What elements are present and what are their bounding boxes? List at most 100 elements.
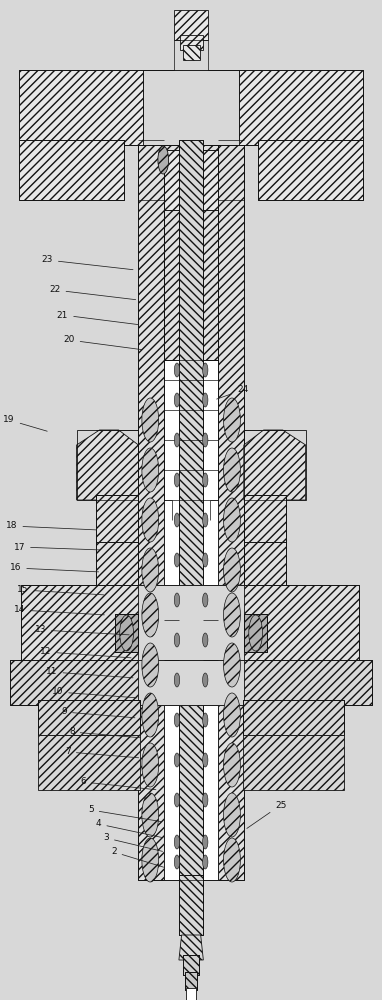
- Circle shape: [223, 593, 240, 637]
- Text: 5: 5: [88, 806, 161, 822]
- Bar: [115, 614, 138, 652]
- Circle shape: [120, 615, 133, 651]
- Bar: [174, 10, 208, 40]
- Bar: [21, 585, 359, 665]
- Text: 7: 7: [65, 748, 139, 758]
- Text: 17: 17: [14, 542, 100, 552]
- Circle shape: [174, 673, 180, 687]
- Circle shape: [142, 448, 159, 492]
- Bar: [143, 70, 239, 145]
- Bar: [19, 140, 124, 200]
- Bar: [164, 150, 179, 210]
- Circle shape: [174, 433, 180, 447]
- Bar: [164, 145, 179, 360]
- Bar: [179, 140, 203, 885]
- Circle shape: [223, 838, 240, 882]
- Bar: [185, 972, 197, 990]
- Circle shape: [142, 838, 159, 882]
- Circle shape: [223, 548, 240, 592]
- Bar: [96, 495, 138, 545]
- Bar: [244, 430, 306, 500]
- Text: 23: 23: [42, 255, 133, 270]
- Circle shape: [174, 553, 180, 567]
- Circle shape: [223, 643, 240, 687]
- Circle shape: [202, 793, 208, 807]
- Bar: [179, 140, 203, 885]
- Circle shape: [174, 363, 180, 377]
- Text: 13: 13: [34, 626, 129, 635]
- Bar: [243, 700, 344, 735]
- Circle shape: [223, 693, 240, 737]
- Bar: [203, 145, 218, 360]
- Bar: [179, 875, 203, 935]
- Circle shape: [249, 615, 262, 651]
- Bar: [115, 614, 138, 652]
- Bar: [244, 614, 267, 652]
- Circle shape: [223, 743, 240, 787]
- Bar: [164, 150, 179, 210]
- Bar: [183, 955, 199, 975]
- Bar: [164, 145, 218, 880]
- Bar: [77, 430, 138, 500]
- Circle shape: [174, 393, 180, 407]
- Circle shape: [174, 793, 180, 807]
- Text: 16: 16: [10, 564, 99, 572]
- Text: 21: 21: [57, 310, 139, 325]
- Circle shape: [202, 835, 208, 849]
- Bar: [218, 145, 244, 880]
- Bar: [218, 145, 244, 880]
- Bar: [19, 140, 124, 200]
- Circle shape: [223, 498, 240, 542]
- Circle shape: [202, 593, 208, 607]
- Text: 22: 22: [49, 286, 136, 300]
- Circle shape: [174, 753, 180, 767]
- Circle shape: [174, 633, 180, 647]
- Bar: [138, 585, 244, 665]
- Text: 18: 18: [6, 522, 96, 530]
- Circle shape: [142, 743, 159, 787]
- Circle shape: [174, 713, 180, 727]
- Bar: [185, 972, 197, 990]
- Circle shape: [174, 513, 180, 527]
- Circle shape: [223, 398, 240, 442]
- Text: 2: 2: [111, 848, 163, 867]
- Circle shape: [202, 513, 208, 527]
- Bar: [203, 145, 218, 360]
- Bar: [138, 145, 164, 880]
- Circle shape: [202, 473, 208, 487]
- Circle shape: [174, 835, 180, 849]
- Text: 25: 25: [247, 800, 286, 828]
- Bar: [244, 542, 286, 590]
- Circle shape: [202, 633, 208, 647]
- Bar: [183, 45, 199, 60]
- Circle shape: [202, 753, 208, 767]
- Text: 8: 8: [69, 728, 141, 738]
- Circle shape: [174, 593, 180, 607]
- Circle shape: [223, 448, 240, 492]
- Bar: [179, 875, 203, 935]
- Circle shape: [202, 393, 208, 407]
- Circle shape: [223, 793, 240, 837]
- Polygon shape: [244, 430, 306, 500]
- Bar: [258, 140, 363, 200]
- Text: 20: 20: [63, 336, 142, 350]
- Text: 4: 4: [96, 820, 162, 837]
- Bar: [96, 495, 138, 545]
- Circle shape: [142, 593, 159, 637]
- Bar: [244, 495, 286, 545]
- Circle shape: [202, 673, 208, 687]
- Circle shape: [202, 553, 208, 567]
- Bar: [203, 150, 218, 210]
- Polygon shape: [39, 735, 139, 790]
- Bar: [39, 700, 139, 735]
- Polygon shape: [77, 430, 138, 500]
- Text: 6: 6: [80, 778, 156, 790]
- Circle shape: [202, 433, 208, 447]
- Circle shape: [202, 713, 208, 727]
- Circle shape: [142, 793, 159, 837]
- Bar: [19, 70, 363, 145]
- Bar: [21, 585, 359, 665]
- Text: 15: 15: [18, 585, 104, 595]
- Circle shape: [202, 363, 208, 377]
- Text: 9: 9: [61, 708, 135, 718]
